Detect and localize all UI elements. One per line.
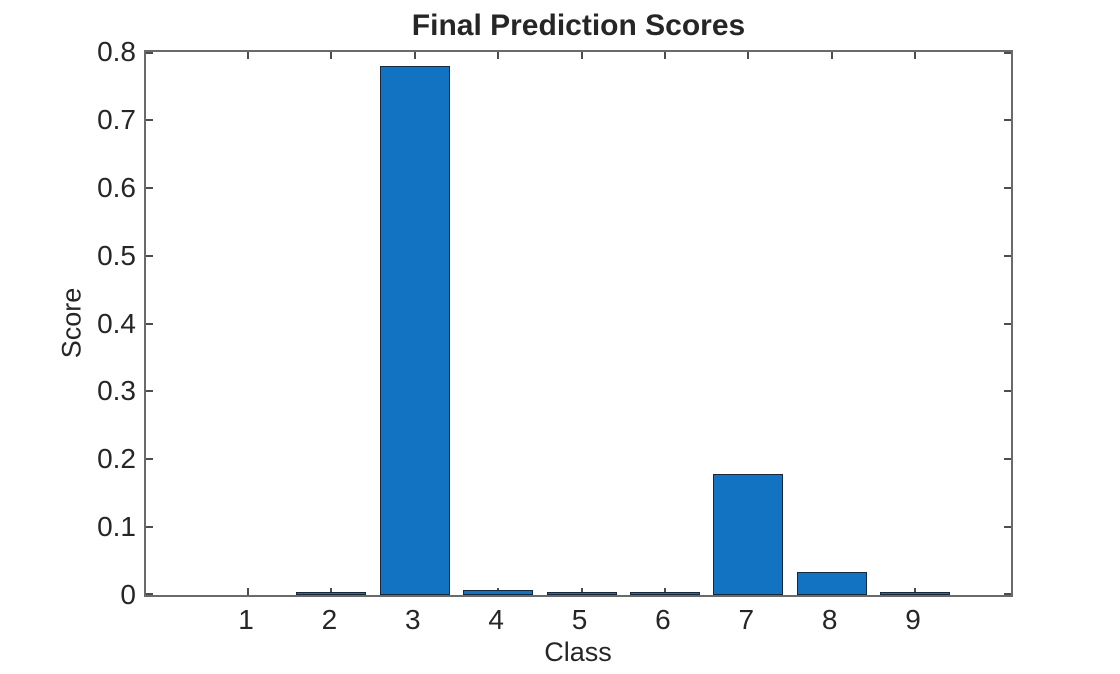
bottom-axis-tick — [914, 588, 916, 595]
x-tick-label: 2 — [321, 604, 338, 635]
y-tick-label: 0.2 — [97, 443, 136, 475]
right-axis-tick — [1004, 526, 1011, 529]
right-axis-tick — [1004, 322, 1011, 325]
top-axis-tick — [413, 52, 416, 59]
x-tick-label: 5 — [571, 604, 588, 635]
left-axis-tick — [146, 52, 153, 54]
bottom-axis-tick — [663, 588, 666, 595]
top-axis-tick — [330, 52, 333, 59]
bar-class-7 — [713, 474, 784, 595]
right-axis-tick — [1004, 118, 1011, 121]
top-axis-tick — [580, 52, 583, 59]
top-axis-tick — [830, 52, 833, 59]
y-tick-label: 0 — [120, 579, 136, 610]
bar-class-6 — [629, 592, 700, 595]
x-tick-label: 1 — [238, 604, 254, 635]
top-axis-tick — [747, 52, 750, 59]
left-axis-tick — [146, 254, 153, 257]
bottom-axis-tick — [580, 588, 583, 595]
x-tick-label: 6 — [655, 604, 671, 635]
bar-class-9 — [880, 592, 950, 595]
right-axis-tick — [1004, 593, 1011, 595]
y-tick-label: 0.3 — [97, 375, 136, 407]
x-tick-label: 8 — [821, 604, 838, 635]
top-axis-tick — [497, 52, 500, 59]
chart-title: Final Prediction Scores — [411, 9, 746, 42]
x-tick-label: 4 — [488, 604, 504, 635]
right-axis-tick — [1004, 458, 1011, 461]
x-axis-label: Class — [544, 637, 612, 667]
y-tick-label: 0.7 — [97, 103, 136, 135]
y-tick-label: 0.5 — [97, 239, 136, 271]
left-axis-tick — [146, 593, 153, 595]
bottom-axis-tick — [247, 588, 249, 595]
y-tick-label: 0.1 — [97, 511, 136, 543]
left-axis-tick — [146, 186, 153, 189]
y-tick-label: 0.6 — [97, 171, 136, 203]
bottom-axis-tick — [330, 588, 333, 595]
bar-class-4 — [463, 590, 534, 595]
right-axis-tick — [1004, 254, 1011, 257]
right-axis-tick — [1004, 186, 1011, 189]
y-tick-label: 0.8 — [97, 36, 136, 67]
plot-area — [144, 50, 1013, 597]
left-axis-tick — [146, 322, 153, 325]
bar-class-8 — [796, 572, 867, 595]
top-axis-tick — [914, 52, 916, 59]
x-tick-label: 7 — [738, 604, 755, 635]
right-axis-tick — [1004, 52, 1011, 54]
left-axis-tick — [146, 458, 153, 461]
y-tick-label: 0.4 — [97, 307, 136, 339]
left-axis-tick — [146, 390, 153, 393]
x-tick-label: 3 — [404, 604, 421, 635]
x-tick-label: 9 — [905, 604, 921, 635]
bar-class-2 — [296, 592, 367, 595]
top-axis-tick — [663, 52, 666, 59]
left-axis-tick — [146, 118, 153, 121]
top-axis-tick — [247, 52, 249, 59]
right-axis-tick — [1004, 390, 1011, 393]
bar-class-3 — [379, 66, 450, 595]
left-axis-tick — [146, 526, 153, 529]
bar-class-5 — [546, 592, 617, 595]
